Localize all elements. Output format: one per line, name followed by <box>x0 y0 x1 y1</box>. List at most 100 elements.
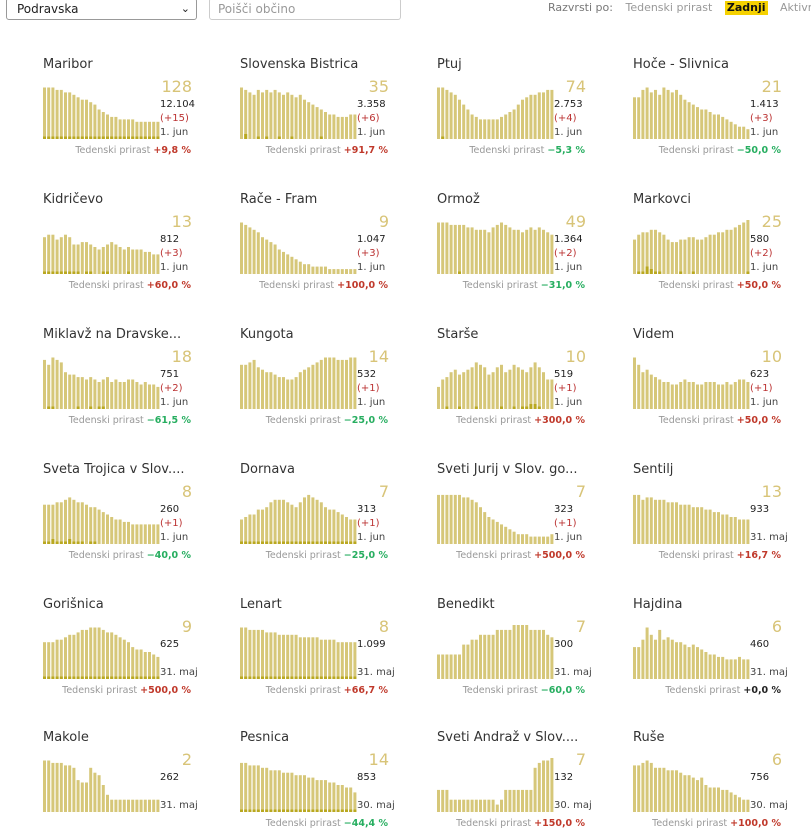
daily-delta: (+1) <box>357 383 380 394</box>
chart-bar <box>114 116 118 139</box>
municipality-card[interactable]: Miklavž na Dravske... 18 751 (+2) 1. jun Tede… <box>43 327 233 447</box>
chart-bar <box>152 384 156 409</box>
municipality-card[interactable]: Hajdina 6 460 31. maj Tedenski prirast +0,0 % <box>633 597 811 717</box>
chart-bar <box>97 509 101 544</box>
sort-option-active[interactable]: Aktivni <box>780 1 811 14</box>
chart-bar-new <box>319 676 323 679</box>
chart-bar-new <box>106 676 109 679</box>
municipality-card[interactable]: Starše 10 519 (+1) 1. jun Tedenski prirast +30… <box>437 327 627 447</box>
municipality-card[interactable]: Pesnica 14 853 30. maj Tedenski prirast −44,4… <box>240 730 430 834</box>
chart-bar-new <box>64 541 67 544</box>
chart-bar-new <box>76 271 80 274</box>
sort-option-weekly[interactable]: Tedenski prirast <box>625 1 713 14</box>
municipality-card[interactable]: Hoče - Slivnica 21 1.413 (+3) 1. jun Tedenski… <box>633 57 811 177</box>
region-select[interactable]: Podravska ⌄ <box>6 0 197 20</box>
weekly-growth: Tedenski prirast +0,0 % <box>665 685 781 696</box>
chart-bar <box>733 382 737 409</box>
chart-bar <box>269 372 273 409</box>
chart-bar <box>658 379 662 409</box>
chart-bar <box>261 509 264 544</box>
municipality-card[interactable]: Ptuj 74 2.753 (+4) 1. jun Tedenski prirast −5,… <box>437 57 627 177</box>
municipality-card[interactable]: Videm 10 623 (+1) 1. jun Tedenski prirast +50,… <box>633 327 811 447</box>
last-date: 31. maj <box>554 667 592 678</box>
municipality-card[interactable]: Maribor 128 12.104 (+15) 1. jun Tedenski prir… <box>43 57 233 177</box>
region-select-value: Podravska <box>17 2 79 16</box>
chart-bar-new <box>64 136 67 139</box>
municipality-card[interactable]: Rače - Fram 9 1.047 (+3) 1. jun Tedenski prir… <box>240 192 430 312</box>
chart-bar <box>725 119 729 139</box>
chart-bar <box>298 637 302 679</box>
chart-bar-new <box>332 809 336 812</box>
chart-bar-new <box>286 809 290 812</box>
municipality-card[interactable]: Ruše 6 756 30. maj Tedenski prirast +100,0 % <box>633 730 811 834</box>
chart-bar <box>244 224 248 274</box>
municipality-name: Makole <box>43 730 89 745</box>
chart-bar-new <box>114 676 118 679</box>
search-input[interactable]: Poišči občino <box>209 0 401 20</box>
chart-bar <box>649 497 653 544</box>
municipality-card[interactable]: Sveti Jurij v Slov. go... 7 323 (+1) 1. jun T… <box>437 462 627 582</box>
municipality-card[interactable]: Benedikt 7 300 31. maj Tedenski prirast −60,0… <box>437 597 627 717</box>
chart-bar <box>97 627 101 679</box>
municipality-card[interactable]: Šentilj 13 933 31. maj Tedenski prirast +16,7… <box>633 462 811 582</box>
municipality-card[interactable]: Markovci 25 580 (+2) 1. jun Tedenski prirast +… <box>633 192 811 312</box>
chart-bar <box>307 264 311 274</box>
chart-bar <box>729 792 733 812</box>
chart-bar-new <box>156 136 160 139</box>
municipality-card[interactable]: Kidričevo 13 812 (+3) 1. jun Tedenski prirast… <box>43 192 233 312</box>
sort-option-latest[interactable]: Zadnji <box>724 1 768 15</box>
chart-bar-new <box>127 136 130 139</box>
chart-bar <box>700 109 704 139</box>
weekly-growth-value: −60,0 % <box>540 685 585 696</box>
trend-chart <box>240 762 357 812</box>
chart-bar <box>286 772 290 812</box>
chart-bar <box>336 642 340 679</box>
chart-bar <box>470 499 474 544</box>
chart-bar <box>85 782 88 812</box>
chart-bar <box>546 379 550 409</box>
municipality-card[interactable]: Sveti Andraž v Slov.... 7 132 30. maj Tedens… <box>437 730 627 834</box>
chart-bar <box>550 234 554 274</box>
trend-chart <box>43 760 160 812</box>
chart-bar <box>345 269 348 274</box>
chart-bar <box>491 519 495 544</box>
chart-bar <box>738 224 741 274</box>
chart-bar <box>687 647 691 679</box>
chart-bar <box>474 502 478 544</box>
chart-bar-new <box>500 406 503 409</box>
total-cases: 1.364 <box>554 234 583 245</box>
trend-chart <box>437 222 554 274</box>
municipality-card[interactable]: Dornava 7 313 (+1) 1. jun Tedenski prirast −25… <box>240 462 430 582</box>
weekly-growth-label: Tedenski prirast <box>265 145 341 156</box>
chart-bar <box>265 239 269 274</box>
chart-bar <box>110 632 114 679</box>
chart-bar-new <box>244 134 248 139</box>
chart-bar <box>721 116 725 139</box>
municipality-name: Gorišnica <box>43 597 104 612</box>
chart-bar <box>131 799 135 812</box>
chart-bar <box>248 362 252 409</box>
chart-bar <box>708 234 712 274</box>
chart-bar <box>80 782 84 812</box>
chart-bar <box>742 126 746 139</box>
weekly-growth: Tedenski prirast −5,3 % <box>469 145 585 156</box>
chart-bar <box>441 789 445 812</box>
municipality-card[interactable]: Kungota 14 532 (+1) 1. jun Tedenski prirast −2… <box>240 327 430 447</box>
municipality-card[interactable]: Slovenska Bistrica 35 3.358 (+6) 1. jun Teden… <box>240 57 430 177</box>
chart-bar <box>273 89 277 139</box>
chart-bar <box>298 372 302 409</box>
municipality-card[interactable]: Gorišnica 9 625 31. maj Tedenski prirast +500… <box>43 597 233 717</box>
chart-bar <box>97 109 101 139</box>
weekly-growth-label: Tedenski prirast <box>265 415 341 426</box>
chart-bar <box>512 625 516 679</box>
municipality-card[interactable]: Lenart 8 1.099 31. maj Tedenski prirast +66,7… <box>240 597 430 717</box>
municipality-card[interactable]: Sveta Trojica v Slov.... 8 260 (+1) 1. jun Te… <box>43 462 233 582</box>
chart-bar <box>466 109 470 139</box>
chart-bar <box>704 237 708 274</box>
chart-bar <box>721 656 725 679</box>
municipality-card[interactable]: Ormož 49 1.364 (+2) 1. jun Tedenski prirast −3… <box>437 192 627 312</box>
chart-bar <box>712 654 716 679</box>
chart-bar <box>80 242 84 274</box>
chart-bar <box>712 234 716 274</box>
